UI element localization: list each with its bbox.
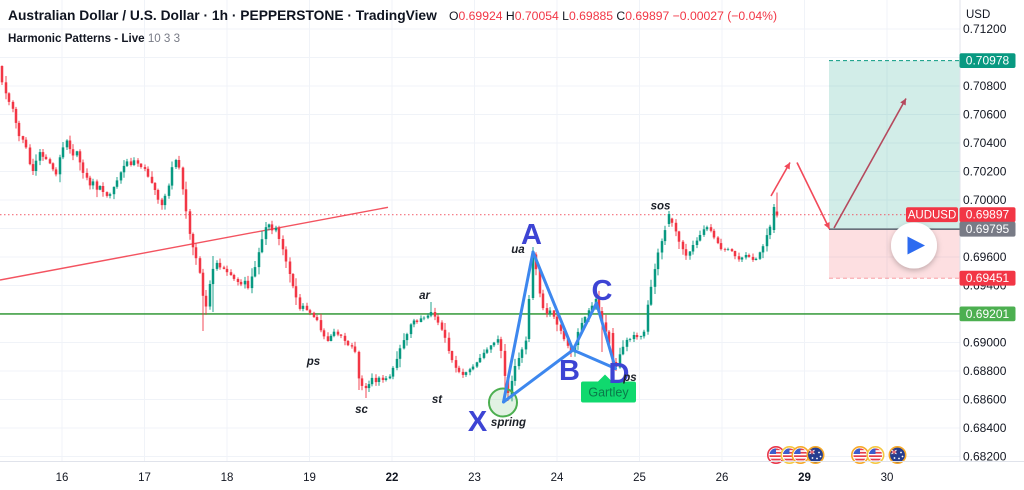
svg-text:B: B — [559, 355, 580, 387]
svg-text:AUDUSD: AUDUSD — [908, 210, 957, 222]
svg-text:ar: ar — [419, 290, 430, 302]
svg-text:0.70200: 0.70200 — [963, 165, 1007, 179]
svg-text:0.68800: 0.68800 — [963, 364, 1007, 378]
svg-text:22: 22 — [386, 472, 399, 484]
svg-text:ps: ps — [306, 356, 320, 368]
svg-text:18: 18 — [221, 472, 234, 484]
svg-text:spring: spring — [491, 417, 526, 429]
svg-text:0.68600: 0.68600 — [963, 393, 1007, 407]
svg-text:ps: ps — [622, 372, 636, 384]
svg-text:23: 23 — [468, 472, 481, 484]
svg-text:0.69201: 0.69201 — [966, 307, 1010, 321]
svg-text:st: st — [432, 394, 443, 406]
svg-text:0.71200: 0.71200 — [963, 22, 1007, 36]
svg-text:0.70000: 0.70000 — [963, 193, 1007, 207]
svg-text:0.69897: 0.69897 — [966, 208, 1010, 222]
svg-text:O0.69924 H0.70054 L0.69885 C0.: O0.69924 H0.70054 L0.69885 C0.69897 −0.0… — [449, 9, 777, 23]
svg-text:ua: ua — [511, 244, 525, 256]
svg-text:0.68200: 0.68200 — [963, 450, 1007, 464]
svg-text:0.70400: 0.70400 — [963, 136, 1007, 150]
svg-text:0.69000: 0.69000 — [963, 336, 1007, 350]
svg-text:Harmonic Patterns - Live 10 3: Harmonic Patterns - Live 10 3 3 — [8, 32, 180, 45]
svg-text:19: 19 — [303, 472, 316, 484]
svg-text:Australian Dollar / U.S. Dolla: Australian Dollar / U.S. Dollar · 1h · P… — [8, 8, 437, 23]
svg-text:sos: sos — [651, 201, 671, 213]
svg-text:17: 17 — [138, 472, 151, 484]
svg-text:29: 29 — [798, 472, 811, 484]
svg-text:0.70800: 0.70800 — [963, 79, 1007, 93]
svg-text:0.70978: 0.70978 — [966, 54, 1010, 68]
svg-text:16: 16 — [56, 472, 69, 484]
svg-text:0.69795: 0.69795 — [966, 222, 1010, 236]
svg-text:sc: sc — [355, 404, 368, 416]
svg-text:30: 30 — [881, 472, 894, 484]
svg-text:A: A — [521, 219, 542, 251]
svg-text:USD: USD — [966, 9, 990, 21]
svg-text:24: 24 — [551, 472, 564, 484]
svg-text:25: 25 — [633, 472, 646, 484]
svg-text:Gartley: Gartley — [588, 386, 629, 400]
svg-text:0.69451: 0.69451 — [966, 271, 1010, 285]
svg-text:26: 26 — [716, 472, 729, 484]
svg-text:X: X — [468, 406, 488, 438]
svg-text:0.70600: 0.70600 — [963, 108, 1007, 122]
svg-text:0.69600: 0.69600 — [963, 250, 1007, 264]
svg-text:D: D — [609, 358, 630, 390]
svg-text:0.68400: 0.68400 — [963, 421, 1007, 435]
svg-text:C: C — [592, 275, 613, 307]
